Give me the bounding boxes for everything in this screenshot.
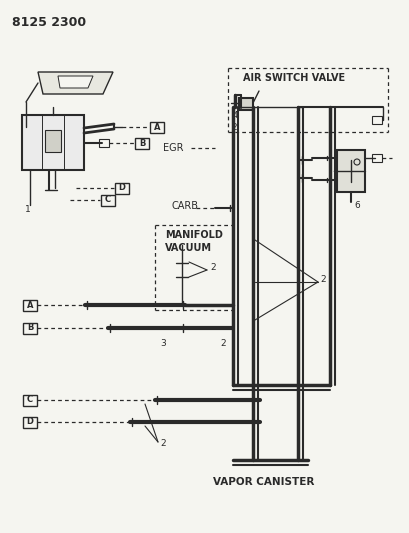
Bar (23, 322, 37, 334)
Text: 5: 5 (331, 166, 337, 174)
Bar (23, 394, 37, 406)
Text: MANIFOLD: MANIFOLD (164, 230, 222, 240)
Text: 4: 4 (232, 111, 238, 120)
Bar (99, 139, 109, 147)
Text: 3: 3 (160, 340, 165, 349)
Text: AIR SWITCH VALVE: AIR SWITCH VALVE (243, 73, 344, 83)
Text: CARB: CARB (172, 201, 198, 211)
Text: C: C (105, 196, 111, 205)
Text: D: D (118, 183, 125, 192)
Bar (101, 195, 115, 206)
Bar (371, 154, 381, 162)
Text: EGR: EGR (163, 143, 183, 153)
Text: VAPOR CANISTER: VAPOR CANISTER (213, 477, 314, 487)
Text: 2: 2 (209, 262, 215, 271)
Text: 2: 2 (319, 276, 325, 285)
Bar (238, 98, 252, 110)
Text: 1: 1 (25, 206, 31, 214)
Text: C: C (27, 395, 33, 405)
Bar (336, 150, 364, 192)
Text: B: B (139, 139, 145, 148)
Text: 2: 2 (230, 124, 236, 133)
Text: 8125 2300: 8125 2300 (12, 15, 86, 28)
Text: A: A (27, 301, 33, 310)
Bar (22, 115, 84, 170)
Bar (23, 300, 37, 311)
Bar (135, 138, 148, 149)
Text: 2: 2 (220, 340, 225, 349)
Text: 6: 6 (353, 200, 359, 209)
Text: D: D (27, 417, 34, 426)
Polygon shape (38, 72, 113, 94)
Bar (45, 130, 61, 152)
Text: 2: 2 (160, 440, 165, 448)
Text: B: B (27, 324, 33, 333)
Bar (115, 182, 129, 193)
Bar (150, 122, 164, 133)
Text: A: A (153, 123, 160, 132)
Text: VACUUM: VACUUM (164, 243, 211, 253)
Bar (371, 116, 381, 124)
Polygon shape (58, 76, 93, 88)
Bar (23, 416, 37, 427)
